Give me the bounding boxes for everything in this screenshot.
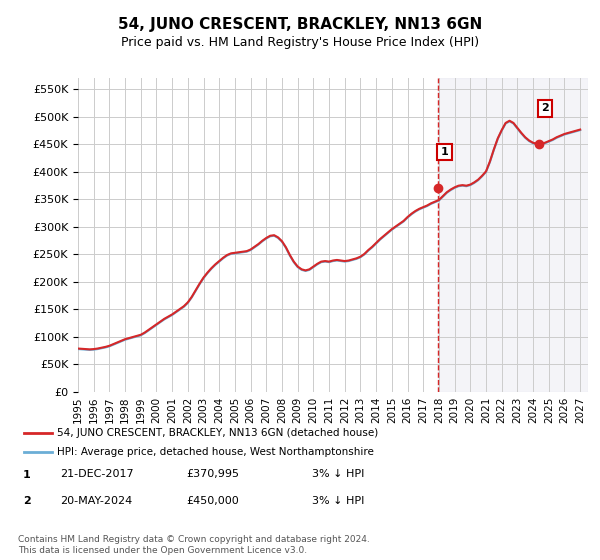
Text: £370,995: £370,995 bbox=[186, 469, 239, 479]
Bar bbox=[439, 78, 588, 392]
Text: HPI: Average price, detached house, West Northamptonshire: HPI: Average price, detached house, West… bbox=[58, 447, 374, 457]
Text: 54, JUNO CRESCENT, BRACKLEY, NN13 6GN: 54, JUNO CRESCENT, BRACKLEY, NN13 6GN bbox=[118, 17, 482, 32]
Text: 3% ↓ HPI: 3% ↓ HPI bbox=[312, 469, 364, 479]
Text: 3% ↓ HPI: 3% ↓ HPI bbox=[312, 496, 364, 506]
Text: 2: 2 bbox=[23, 496, 31, 506]
Text: 1: 1 bbox=[439, 147, 449, 185]
Text: 21-DEC-2017: 21-DEC-2017 bbox=[60, 469, 134, 479]
Text: This data is licensed under the Open Government Licence v3.0.: This data is licensed under the Open Gov… bbox=[18, 547, 307, 556]
Text: 2: 2 bbox=[539, 104, 549, 142]
Text: 1: 1 bbox=[23, 470, 31, 479]
Text: 20-MAY-2024: 20-MAY-2024 bbox=[60, 496, 132, 506]
Text: £450,000: £450,000 bbox=[186, 496, 239, 506]
Text: Contains HM Land Registry data © Crown copyright and database right 2024.: Contains HM Land Registry data © Crown c… bbox=[18, 535, 370, 544]
Text: Price paid vs. HM Land Registry's House Price Index (HPI): Price paid vs. HM Land Registry's House … bbox=[121, 36, 479, 49]
Text: 54, JUNO CRESCENT, BRACKLEY, NN13 6GN (detached house): 54, JUNO CRESCENT, BRACKLEY, NN13 6GN (d… bbox=[58, 428, 379, 437]
